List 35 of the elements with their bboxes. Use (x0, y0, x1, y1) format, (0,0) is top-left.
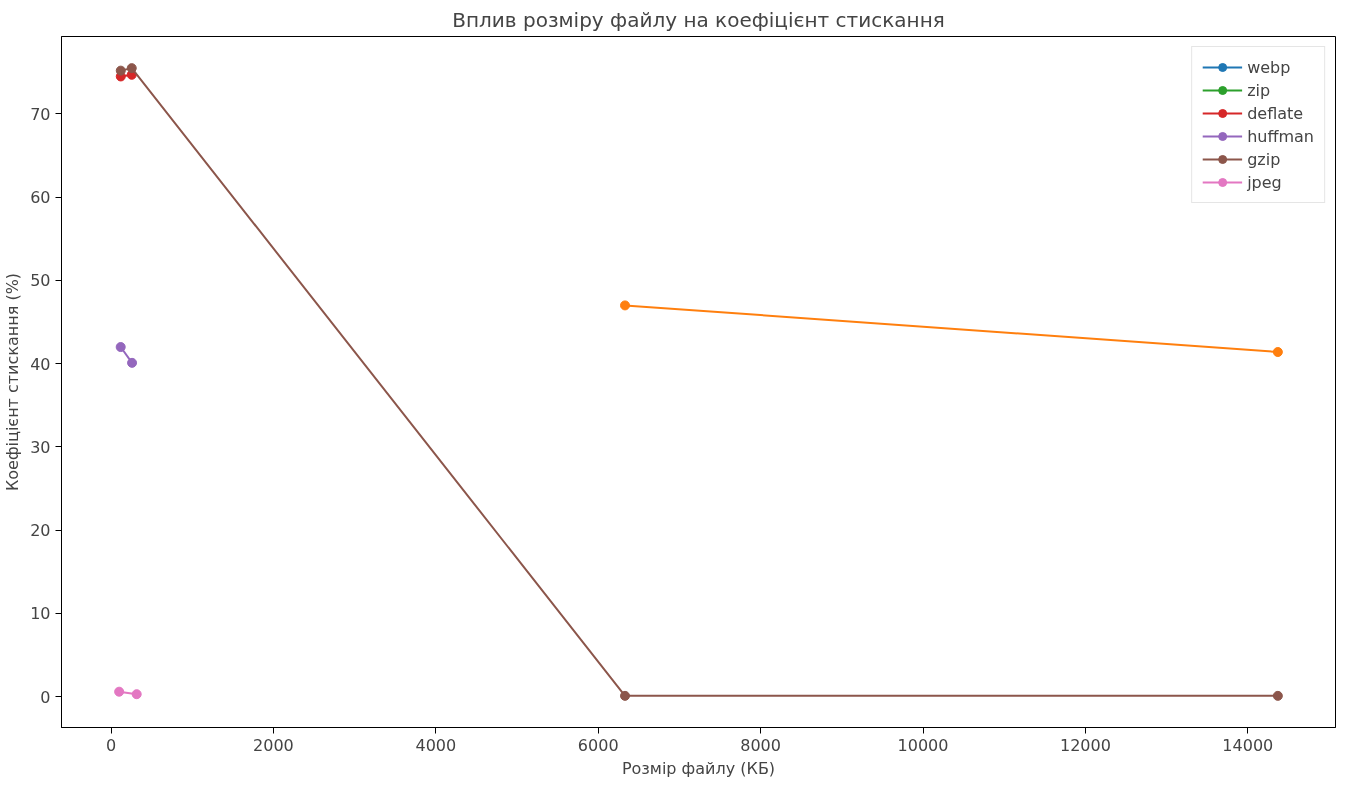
legend-label: jpeg (1247, 172, 1282, 192)
point (131, 689, 142, 700)
chart-title: Вплив розміру файлу на коефіцієнт стискання (452, 7, 945, 32)
point (115, 342, 126, 353)
y-tick-label: 70 (30, 104, 51, 124)
x-axis-title: Розмір файлу (КБ) (621, 758, 776, 778)
point (114, 686, 125, 697)
point (620, 300, 631, 311)
x-tick-label: 14000 (1222, 735, 1274, 755)
point (1272, 690, 1283, 701)
legend-label: webp (1247, 57, 1291, 77)
y-tick-label: 0 (40, 687, 51, 707)
point (620, 690, 631, 701)
x-tick-label: 0 (105, 735, 117, 755)
point (1272, 347, 1283, 358)
y-tick-label: 30 (30, 437, 51, 457)
x-tick-label: 2000 (253, 735, 294, 755)
x-tick-label: 10000 (897, 735, 949, 755)
legend-label: gzip (1247, 149, 1281, 169)
point (126, 63, 137, 74)
x-tick-label: 4000 (415, 735, 457, 755)
y-tick-label: 60 (30, 188, 51, 208)
point (127, 357, 138, 368)
y-tick-label: 10 (30, 604, 51, 624)
y-tick-label: 50 (30, 271, 51, 291)
x-tick-label: 6000 (577, 735, 619, 755)
legend-label: zip (1247, 80, 1271, 100)
y-axis-title: Коефіцієнт стискання (%) (3, 272, 23, 492)
point (115, 65, 126, 76)
y-tick-label: 20 (30, 521, 51, 541)
x-tick-label: 8000 (740, 735, 781, 755)
legend-label: deflate (1247, 103, 1304, 123)
x-tick-label: 12000 (1059, 735, 1111, 755)
legend-label: huffman (1247, 126, 1314, 146)
y-tick-label: 40 (30, 354, 51, 374)
